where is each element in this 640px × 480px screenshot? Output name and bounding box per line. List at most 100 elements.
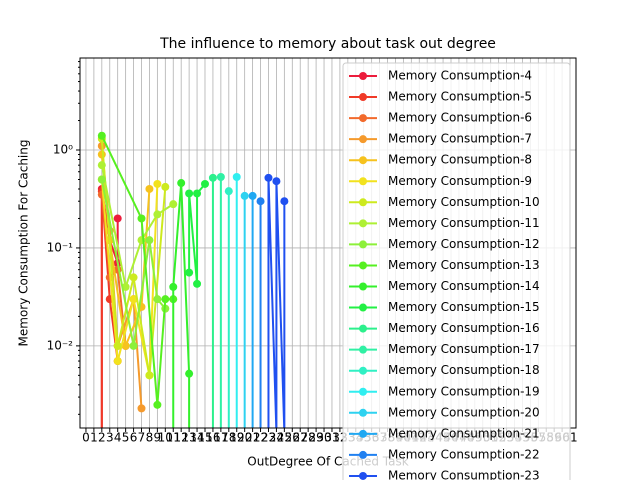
legend-label: Memory Consumption-18 — [388, 363, 540, 377]
legend-marker — [359, 324, 367, 333]
data-point — [153, 179, 162, 188]
data-point — [200, 179, 209, 188]
data-point — [145, 236, 154, 245]
x-tick-label: 25 — [277, 431, 292, 445]
legend-label: Memory Consumption-15 — [388, 300, 540, 314]
plot-frame — [79, 57, 577, 429]
legend-marker — [359, 303, 367, 312]
x-tick-label: 15 — [197, 431, 212, 445]
x-tick-label: 27 — [293, 431, 308, 445]
x-tick-label: 23 — [261, 431, 276, 445]
plot-area — [97, 131, 289, 428]
legend-label: Memory Consumption-7 — [388, 132, 532, 146]
data-point — [169, 200, 178, 209]
x-tick-label: 22 — [253, 431, 268, 445]
x-tick-label: 14 — [189, 431, 204, 445]
data-point — [153, 400, 162, 409]
x-tick-label: 16 — [205, 431, 220, 445]
data-point — [256, 197, 265, 206]
x-tick-label: 7 — [138, 431, 146, 445]
legend-label: Memory Consumption-17 — [388, 342, 540, 356]
x-tick-label: 3 — [106, 431, 114, 445]
legend-marker — [359, 198, 367, 207]
y-tick-label: 10⁰ — [53, 143, 73, 157]
legend-marker — [359, 366, 367, 375]
y-tick-label: 10⁻² — [47, 338, 74, 352]
legend-label: Memory Consumption-12 — [388, 237, 540, 251]
data-point — [224, 187, 233, 196]
data-point — [113, 214, 122, 223]
legend-marker — [359, 177, 367, 186]
data-point — [185, 369, 194, 378]
x-tick-label: 2 — [98, 431, 106, 445]
series-line — [267, 177, 286, 428]
legend: Memory Consumption-4 Memory Consumption-5… — [342, 62, 571, 480]
legend-label: Memory Consumption-5 — [388, 90, 532, 104]
legend-marker — [359, 93, 367, 102]
x-tick-label: 18 — [221, 431, 236, 445]
legend-label: Memory Consumption-22 — [388, 447, 540, 461]
x-tick-label: 11 — [166, 431, 181, 445]
legend-label: Memory Consumption-10 — [388, 195, 540, 209]
y-tick-label: 10⁻¹ — [47, 240, 74, 254]
legend-label: Memory Consumption-21 — [388, 426, 540, 440]
legend-marker — [359, 387, 367, 396]
legend-marker — [359, 72, 367, 80]
x-tick-label: 24 — [269, 431, 284, 445]
data-point — [137, 404, 146, 413]
legend-label: Memory Consumption-8 — [388, 153, 532, 167]
data-point — [113, 357, 122, 366]
x-tick-label: 26 — [285, 431, 300, 445]
legend-box — [342, 62, 571, 480]
legend-marker — [359, 240, 367, 249]
data-point — [216, 173, 225, 182]
legend-label: Memory Consumption-9 — [388, 174, 532, 188]
data-point — [129, 273, 138, 282]
x-tick-label: 28 — [301, 431, 316, 445]
legend-label: Memory Consumption-6 — [388, 111, 532, 125]
x-tick-label: 9 — [154, 431, 162, 445]
data-point — [153, 295, 162, 304]
legend-marker — [359, 408, 367, 417]
x-tick-label: 29 — [308, 431, 323, 445]
data-point — [97, 175, 106, 184]
data-point — [153, 210, 162, 219]
data-point — [248, 191, 257, 200]
data-point — [193, 279, 202, 288]
legend-marker — [359, 429, 367, 438]
data-point — [169, 282, 178, 291]
legend-marker — [359, 345, 367, 354]
legend-marker — [359, 282, 367, 291]
data-point — [185, 189, 194, 198]
y-axis-label: Memory Consumption For Caching — [17, 140, 31, 347]
data-point — [121, 341, 130, 350]
data-point — [97, 131, 106, 140]
x-tick-label: 13 — [181, 431, 196, 445]
legend-label: Memory Consumption-14 — [388, 279, 540, 293]
data-point — [161, 295, 170, 304]
x-tick-label: 21 — [245, 431, 260, 445]
data-point — [113, 341, 122, 350]
x-tick-label: 5 — [122, 431, 130, 445]
data-point — [161, 182, 170, 191]
data-point — [240, 191, 249, 200]
x-tick-label: 8 — [146, 431, 154, 445]
legend-marker — [359, 219, 367, 228]
legend-label: Memory Consumption-11 — [388, 216, 540, 230]
data-point — [193, 189, 202, 198]
data-point — [145, 371, 154, 380]
series-line — [188, 183, 206, 284]
data-point — [264, 173, 273, 182]
x-tick-label: 31 — [324, 431, 339, 445]
data-point — [185, 268, 194, 277]
x-tick-label: 10 — [158, 431, 173, 445]
data-point — [129, 341, 138, 350]
x-tick-label: 12 — [174, 431, 189, 445]
legend-label: Memory Consumption-20 — [388, 405, 540, 419]
data-point — [208, 173, 217, 182]
x-tick-label: 19 — [229, 431, 244, 445]
data-point — [97, 161, 106, 170]
data-point — [280, 197, 289, 206]
data-point — [145, 184, 154, 193]
data-point — [129, 295, 138, 304]
